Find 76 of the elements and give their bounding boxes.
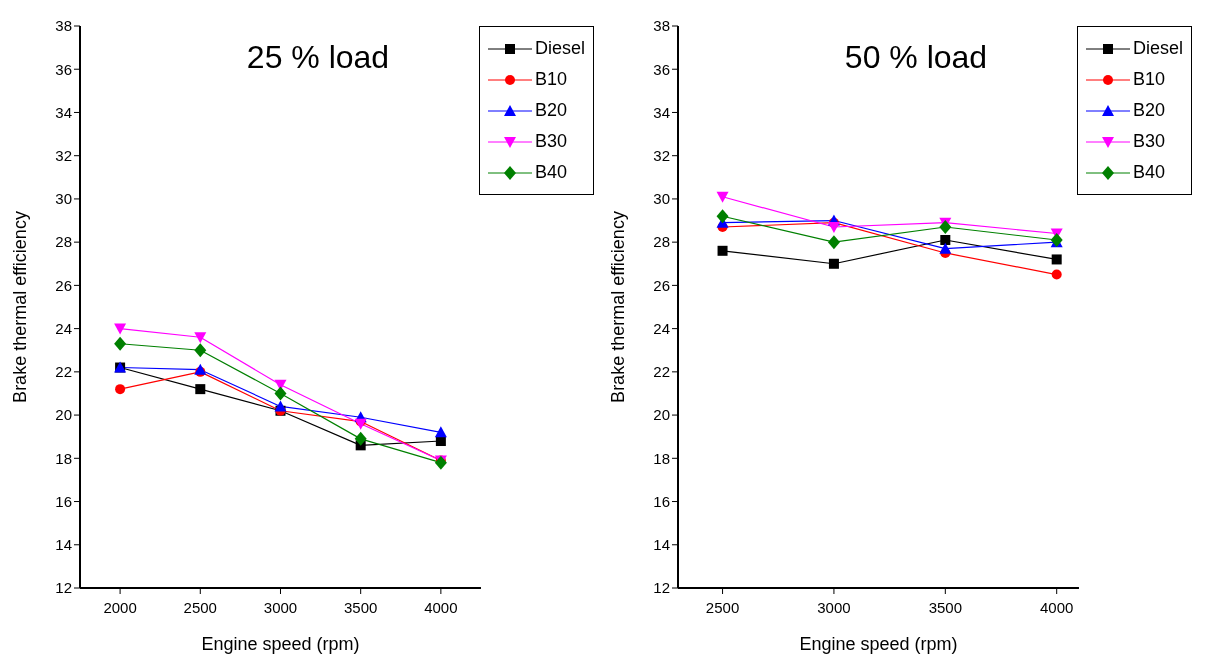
- y-tick-label: 26: [653, 276, 670, 294]
- point: [716, 209, 729, 224]
- point: [939, 242, 952, 254]
- y-tick-label: 34: [653, 103, 670, 121]
- y-tick-label: 22: [653, 363, 670, 381]
- legend-label: B30: [1132, 131, 1165, 152]
- point: [434, 426, 447, 438]
- x-tick-label: 2500: [705, 598, 740, 616]
- y-tick-label: 14: [653, 536, 670, 554]
- y-axis-title: Brake thermal efficiency: [10, 211, 31, 403]
- point: [274, 386, 287, 401]
- y-tick-label: 24: [55, 319, 72, 337]
- x-tick-label: 3500: [343, 598, 378, 616]
- y-tick-label: 22: [55, 363, 72, 381]
- y-tick-label: 28: [653, 233, 670, 251]
- chart-title: 25 % load: [246, 39, 390, 75]
- x-tick-label: 3500: [928, 598, 962, 616]
- point: [1051, 269, 1062, 280]
- y-tick-label: 32: [653, 147, 670, 165]
- point: [274, 400, 287, 412]
- point: [1051, 254, 1062, 265]
- y-tick-label: 38: [55, 17, 72, 35]
- point: [939, 220, 952, 235]
- legend-label: B10: [534, 69, 567, 90]
- y-tick-label: 34: [55, 103, 72, 121]
- y-tick-label: 14: [55, 536, 72, 554]
- legend-label: B10: [1132, 69, 1165, 90]
- point: [114, 336, 127, 351]
- x-tick-label: 4000: [1040, 598, 1074, 616]
- point: [435, 436, 446, 447]
- point: [1050, 232, 1063, 247]
- y-tick-label: 18: [653, 449, 670, 467]
- point: [716, 191, 729, 203]
- point: [828, 258, 839, 269]
- y-tick-label: 36: [653, 60, 670, 78]
- legend-label: B20: [534, 100, 567, 121]
- y-tick-label: 12: [55, 579, 72, 597]
- legend-label: B40: [1132, 162, 1165, 183]
- point: [114, 323, 127, 335]
- x-axis-title: Engine speed (rpm): [799, 634, 958, 654]
- legend-label: B30: [534, 131, 567, 152]
- y-tick-label: 32: [55, 147, 72, 165]
- y-tick-label: 24: [653, 319, 670, 337]
- y-tick-label: 36: [55, 60, 72, 78]
- x-tick-label: 4000: [424, 598, 458, 616]
- y-tick-label: 30: [653, 190, 670, 208]
- y-tick-label: 26: [55, 276, 72, 294]
- legend-label: B20: [1132, 100, 1165, 121]
- y-tick-label: 28: [55, 233, 72, 251]
- x-tick-label: 3000: [263, 598, 298, 616]
- point: [827, 222, 840, 234]
- y-tick-label: 16: [55, 492, 72, 510]
- x-tick-label: 2500: [183, 598, 217, 616]
- y-tick-label: 20: [653, 406, 670, 424]
- point: [827, 235, 840, 250]
- y-tick-label: 16: [653, 492, 670, 510]
- y-tick-label: 20: [55, 406, 72, 424]
- y-axis-title: Brake thermal efficiency: [608, 211, 629, 403]
- x-tick-label: 2000: [103, 598, 137, 616]
- point: [195, 384, 206, 395]
- point: [940, 234, 951, 245]
- legend-label: Diesel: [534, 38, 585, 59]
- x-tick-label: 3000: [817, 598, 851, 616]
- point: [717, 245, 728, 256]
- y-tick-label: 38: [653, 17, 670, 35]
- y-tick-label: 12: [653, 579, 670, 597]
- legend-label: Diesel: [1132, 38, 1183, 59]
- legend-label: B40: [534, 162, 567, 183]
- x-axis-title: Engine speed (rpm): [201, 634, 360, 654]
- point: [194, 332, 207, 344]
- point: [354, 431, 367, 446]
- point: [115, 384, 126, 395]
- y-tick-label: 30: [55, 190, 72, 208]
- point: [194, 343, 207, 358]
- y-tick-label: 18: [55, 449, 72, 467]
- chart-title: 50 % load: [844, 39, 988, 75]
